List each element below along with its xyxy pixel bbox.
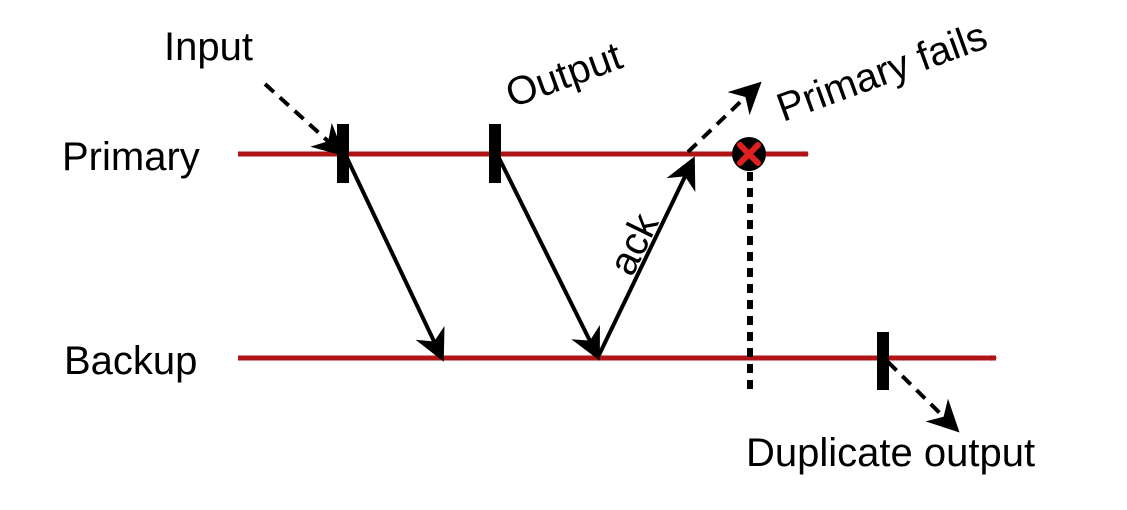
input-label: Input <box>164 25 253 69</box>
primary-input-tick <box>337 124 349 183</box>
output-label: Output <box>500 34 628 116</box>
forward-output-arrow <box>497 157 600 361</box>
ack-label: ack <box>601 206 668 282</box>
primary-fails-arrow <box>686 81 762 154</box>
backup-output-tick <box>877 332 889 390</box>
x-mark-icon <box>732 137 766 171</box>
duplicate-output-label: Duplicate output <box>746 431 1035 475</box>
duplicate-output-arrow <box>886 360 960 433</box>
forward-input-arrow <box>345 157 445 362</box>
primary-fails-label: Primary fails <box>771 14 993 131</box>
ack-arrow <box>597 156 696 356</box>
primary-lane-label: Primary <box>62 135 200 179</box>
input-arrow <box>263 82 345 157</box>
backup-lane-label: Backup <box>64 339 197 383</box>
primary-output-tick <box>489 124 501 183</box>
